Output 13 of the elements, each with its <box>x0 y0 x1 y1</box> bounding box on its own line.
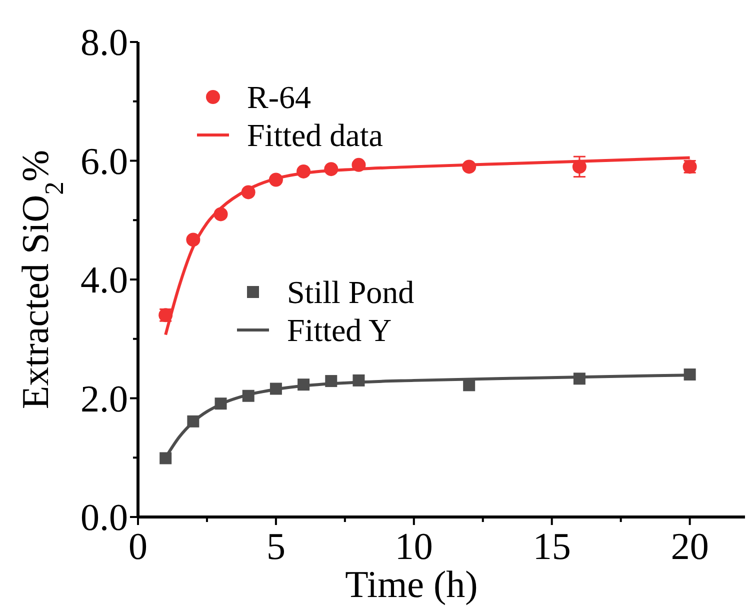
y-tick-label: 4.0 <box>80 260 128 302</box>
y-tick-label: 8.0 <box>80 22 128 64</box>
legend-label: Fitted data <box>247 117 383 153</box>
legend-label: R-64 <box>247 79 311 115</box>
x-tick-label: 15 <box>532 526 571 568</box>
y-tick-label: 2.0 <box>80 378 128 420</box>
x-tick-label: 0 <box>128 526 148 568</box>
x-tick-label: 20 <box>670 526 709 568</box>
y-tick-label: 6.0 <box>80 140 128 183</box>
x-tick-label: 5 <box>266 526 286 568</box>
y-tick-label: 0.0 <box>80 497 128 539</box>
legend-label: Still Pond <box>287 274 414 310</box>
legend-label: Fitted Y <box>287 312 392 348</box>
